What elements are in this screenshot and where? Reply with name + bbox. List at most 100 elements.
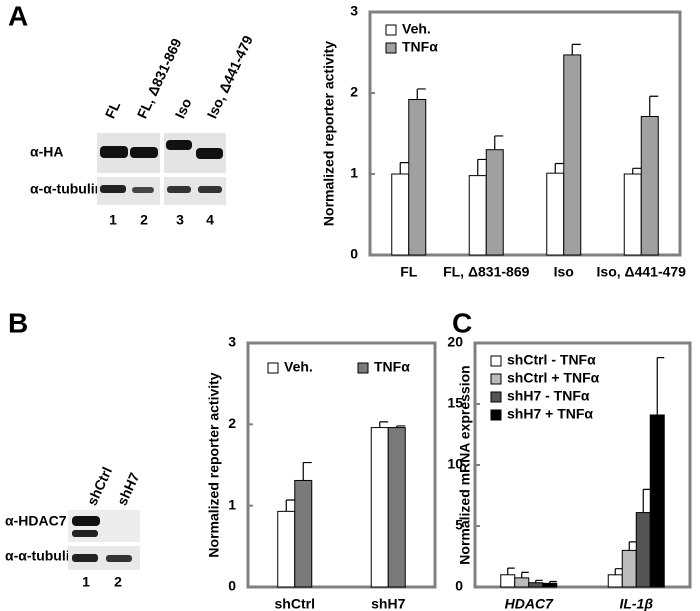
y-axis-label: Normalized reporter activity [321,41,337,226]
bar [514,577,530,588]
y-tick-label: 0 [228,578,236,594]
band [167,186,191,193]
bar [500,574,516,588]
bar [607,574,623,588]
legend-label: TNFα [402,39,438,55]
lane-number: 2 [114,574,122,590]
row-label: α-α-tubulin [5,548,78,564]
lane-number: 4 [206,212,214,228]
x-tick-label: Iso, Δ441-479 [597,264,687,280]
y-axis-label: Normalized reporter activity [206,372,222,557]
band [72,516,100,526]
bar [621,549,637,588]
legend-label: Veh. [402,21,431,37]
lane-label: shCtrl [84,464,116,507]
lane-number: 1 [109,212,117,228]
legend-swatch [490,409,502,421]
bar [635,512,651,588]
error-bar [554,162,564,174]
error-bar [507,567,515,575]
x-tick-label: FL, Δ831-869 [443,264,530,280]
error-bar [628,541,637,551]
bar [468,175,487,256]
error-bar [642,488,651,513]
x-tick-label: shH7 [371,596,405,611]
panel-label: A [8,0,28,31]
band [106,555,132,562]
error-bar [399,162,409,174]
error-bar [632,167,642,174]
legend-swatch [490,355,502,367]
y-tick-label: 20 [447,334,463,350]
bar [277,510,296,588]
lane-label: shH7 [114,470,143,508]
legend-label: Veh. [284,359,313,375]
y-tick-label: 3 [350,3,358,19]
band [130,147,158,158]
legend-label: shH7 - TNFα [507,388,590,404]
bar [546,172,565,256]
legend-label: shCtrl - TNFα [507,352,596,368]
error-bar [549,580,557,584]
bar [563,54,582,256]
bar [640,115,659,256]
legend-swatch [490,373,502,385]
error-bar [379,421,389,428]
y-tick-label: 1 [228,496,236,512]
y-tick-label: 10 [447,456,463,472]
x-tick-label: Iso [554,264,574,280]
lane-label: Iso [172,96,195,121]
error-bar [656,357,665,415]
lane-number: 2 [140,212,148,228]
bar [528,582,544,588]
error-bar [494,135,504,150]
y-tick-label: 0 [455,578,463,594]
legend-swatch [385,42,397,54]
error-bar [396,425,406,428]
bar [387,427,406,588]
error-bar [285,499,295,512]
error-bar [614,568,623,575]
lane-number: 1 [82,574,90,590]
bar [649,414,665,588]
y-tick-label: 0 [350,246,358,262]
bar [485,149,504,256]
blot-a: FL FL, Δ831-869 Iso Iso, Δ441-479 α-HA α… [30,33,256,228]
y-tick-label: 3 [228,334,236,350]
plot-frame [368,10,682,257]
x-tick-label: HDAC7 [505,596,554,611]
legend-swatch [357,362,369,374]
legend-label: shH7 + TNFα [507,406,593,422]
bar [294,479,313,588]
error-bar [535,579,543,583]
lane-label: FL [102,98,124,121]
band [132,187,154,193]
row-label: α-HA [30,144,64,160]
y-tick-label: 5 [455,517,463,533]
band [72,530,98,537]
x-tick-label: IL-1β [619,596,653,611]
y-tick-label: 2 [350,84,358,100]
band [166,140,192,150]
plot-frame [246,341,437,589]
band [198,186,222,193]
band [196,148,223,159]
bar [623,173,642,256]
legend-swatch [385,24,397,36]
panel-label: C [452,307,472,338]
error-bar [521,571,529,578]
y-axis-label: Normalized mRNA expression [457,365,473,564]
legend-label: TNFα [374,359,410,375]
bar [408,98,427,256]
row-label: α-HDAC7 [5,513,67,529]
error-bar [477,158,487,176]
bar [370,427,389,588]
blot-b: shCtrl shH7 α-HDAC7 α-α-tubulin 1 2 [5,464,143,589]
row-label: α-α-tubulin [30,181,103,197]
lane-label: Iso, Δ441-479 [204,33,256,121]
error-bar [571,43,581,55]
y-tick-label: 2 [228,415,236,431]
y-tick-label: 15 [447,395,463,411]
